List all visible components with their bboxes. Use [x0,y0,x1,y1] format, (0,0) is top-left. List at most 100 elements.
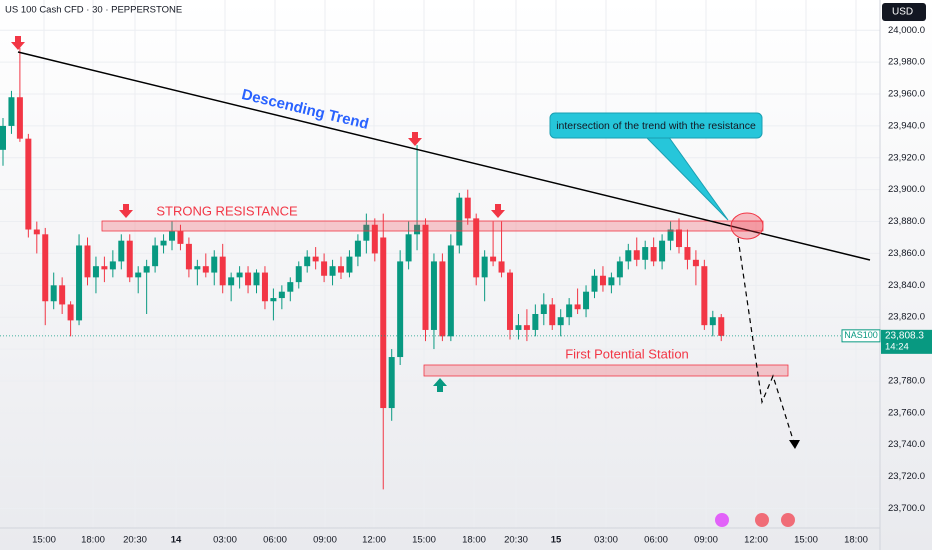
y-tick-label: 23,880.0 [888,216,925,227]
y-tick-label: 23,760.0 [888,407,925,418]
candle-body [363,224,370,241]
candle-body [211,256,218,273]
candle-body [718,317,725,336]
candles [0,47,725,490]
candle-body [456,197,463,246]
candle-body [194,266,201,270]
candle-body [633,250,640,260]
candle-body [684,247,691,260]
candle-body [667,229,674,241]
candle-body [278,291,285,299]
candle-body [642,247,649,260]
trend-line [17,51,871,261]
candle-body [625,250,632,262]
candle-body [692,259,699,267]
candle-body [380,237,387,409]
candle-body [523,325,530,330]
up-arrow [433,378,447,392]
y-tick-label: 23,740.0 [888,439,925,450]
y-tick-label: 23,860.0 [888,248,925,259]
y-tick-label: 23,960.0 [888,89,925,100]
candle-body [490,256,497,262]
symbol-tag [841,329,881,343]
y-tick-label: 23,720.0 [888,471,925,482]
candle-body [650,247,657,262]
candle-body [338,266,344,273]
candle-body [676,229,682,248]
symbol-title: US 100 Cash CFD · 30 · PEPPERSTONE [5,5,182,16]
candle-body [152,245,159,267]
candle-body [405,234,412,262]
currency-box[interactable] [882,3,926,21]
candle-body [701,266,708,326]
y-tick-label: 23,980.0 [888,57,925,68]
candle-body [354,240,361,257]
x-tick-label: 12:00 [744,535,768,546]
candle-body [447,245,454,337]
candle-body [312,256,319,262]
x-tick-label: 18:00 [844,535,868,546]
currency[interactable]: USD [892,7,913,18]
candle-body [228,277,235,286]
candle-body [261,272,268,302]
y-tick-label: 23,900.0 [888,184,925,195]
x-tick-label: 15:00 [794,535,818,546]
candle-body [135,272,142,278]
candle-body [540,304,547,315]
candle-body [507,272,513,330]
candle-body [126,240,133,278]
candle-body [16,97,23,139]
candle-body [414,224,421,235]
candle-body [591,275,598,292]
candle-body [219,256,226,286]
candle-body [118,240,125,262]
candle-body [329,266,336,276]
resistance-zone [101,220,764,232]
candle-body [557,317,564,326]
candle-body [84,245,91,278]
y-tick-label: 24,000.0 [888,25,925,36]
callout-box [549,112,763,139]
resistance-label: STRONG RESISTANCE [156,203,298,218]
x-tick-label: 03:00 [213,535,237,546]
y-tick-label: 23,940.0 [888,120,925,131]
candle-body [8,97,15,126]
candle-body [185,243,192,270]
candle-body [270,298,277,302]
station-zone [423,364,789,377]
candle-body [253,272,260,286]
candle-body [388,357,395,409]
candle-body [287,282,294,292]
candle-body [616,261,623,278]
candle-body [549,304,556,326]
x-tick-label: 03:00 [594,535,618,546]
candle-body [160,240,167,246]
candle-body [532,314,539,330]
candle-body [109,261,116,270]
x-tick-label: 18:00 [462,535,486,546]
x-tick-label: 09:00 [313,535,337,546]
projection-arrowhead [789,440,800,449]
candle-body [498,261,505,273]
candle-body [33,229,40,235]
x-tick-label: 12:00 [362,535,386,546]
candle-body [481,256,488,278]
candle-body [397,261,404,358]
candle-body [295,266,302,283]
x-tick-label: 18:00 [81,535,105,546]
x-tick-label: 15:00 [32,535,56,546]
x-tick-label: 15:00 [412,535,436,546]
x-tick-label: 20:30 [123,535,147,546]
y-tick-label: 23,840.0 [888,280,925,291]
candle-body [0,125,6,150]
candle-body [76,245,83,321]
candle-body [371,224,378,254]
candle-body [59,285,66,305]
candle-body [583,291,590,310]
candle-body [599,275,606,286]
y-tick-label: 23,920.0 [888,152,925,163]
x-tick-label: 06:00 [644,535,668,546]
candle-body [169,231,175,241]
candle-body [202,266,209,273]
